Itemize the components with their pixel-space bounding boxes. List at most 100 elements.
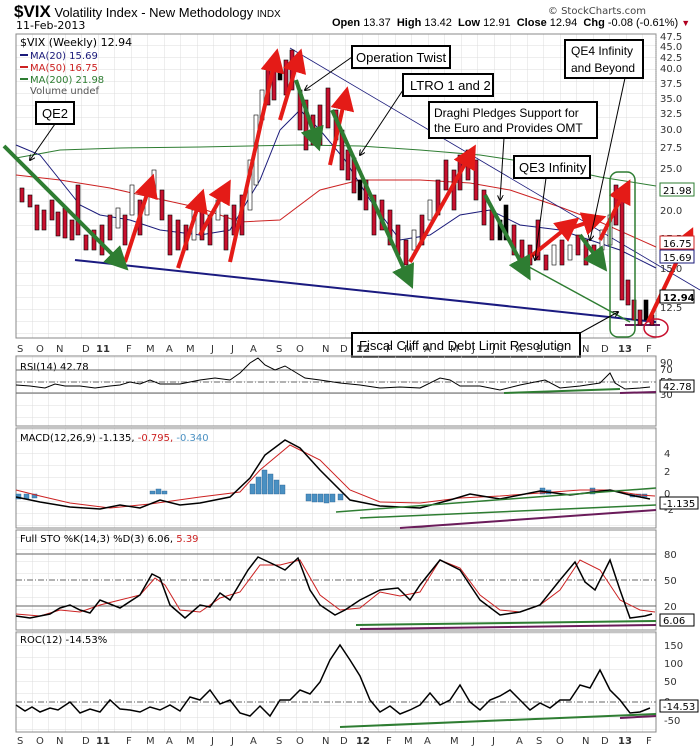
svg-text:A: A (166, 344, 173, 355)
svg-text:M: M (404, 344, 413, 355)
svg-text:QE2: QE2 (42, 106, 68, 121)
rsi-panel: RSI(14) 42.78 90 70 50 30 42.78 (15, 355, 695, 427)
svg-text:O: O (36, 736, 44, 747)
tag-close: 12.94 (663, 293, 695, 304)
chg-value: -0.08 (-0.61%) (607, 17, 679, 29)
annotation-qe3: QE3 Infinity (513, 155, 591, 260)
tag-ma20: 15.69 (663, 253, 692, 264)
macd-title: MACD(12,26,9) -1.135, -0.795, -0.340 (20, 433, 209, 444)
svg-text:M: M (404, 736, 413, 747)
low-label: Low (458, 17, 481, 29)
svg-text:Draghi Pledges Support for: Draghi Pledges Support for (434, 106, 579, 120)
svg-text:0: 0 (664, 489, 670, 500)
svg-text:M: M (186, 736, 195, 747)
svg-text:O: O (296, 736, 304, 747)
svg-text:D: D (340, 736, 348, 747)
annotation-draghi: Draghi Pledges Support for the Euro and … (428, 101, 598, 200)
svg-text:S: S (276, 344, 282, 355)
svg-text:40.0: 40.0 (660, 64, 682, 75)
svg-text:J: J (491, 736, 495, 747)
svg-text:A: A (516, 736, 523, 747)
svg-text:2: 2 (664, 467, 670, 478)
legend-volume: Volume undef (30, 86, 100, 97)
decline-arrows (2, 79, 608, 289)
legend-price: $VIX (Weekly) 12.94 (20, 36, 132, 49)
svg-text:12: 12 (356, 736, 370, 747)
svg-text:A: A (424, 344, 431, 355)
svg-text:50: 50 (664, 677, 677, 688)
svg-text:30.0: 30.0 (660, 125, 682, 136)
resistance-trendline (289, 47, 700, 291)
legend-ma50: MA(50) 16.75 (30, 63, 98, 74)
svg-text:Operation Twist: Operation Twist (356, 50, 446, 65)
roc-value-tag: -14.53 (663, 702, 695, 713)
svg-text:N: N (322, 344, 329, 355)
rsi-title: RSI(14) 42.78 (20, 362, 89, 373)
sto-value-tag: 6.06 (663, 616, 685, 627)
svg-text:N: N (56, 736, 63, 747)
svg-text:11: 11 (96, 736, 110, 747)
svg-text:M: M (146, 736, 155, 747)
price-axis: 47.5 45.0 42.5 40.0 37.5 35.0 32.5 30.0 … (660, 32, 682, 314)
svg-text:M: M (450, 736, 459, 747)
svg-text:O: O (556, 736, 564, 747)
svg-text:and Beyond: and Beyond (571, 61, 635, 75)
svg-text:A: A (250, 736, 257, 747)
svg-text:J: J (230, 344, 234, 355)
tag-ma50: 16.75 (663, 239, 692, 250)
svg-text:90: 90 (660, 358, 673, 369)
svg-text:47.5: 47.5 (660, 32, 682, 43)
svg-text:45.0: 45.0 (660, 42, 682, 53)
svg-text:D: D (340, 344, 348, 355)
svg-text:the Euro and Provides OMT: the Euro and Provides OMT (434, 121, 583, 135)
svg-text:A: A (166, 736, 173, 747)
low-value: 12.91 (483, 17, 511, 29)
svg-text:N: N (322, 736, 329, 747)
svg-text:27.5: 27.5 (660, 143, 682, 154)
svg-text:50: 50 (664, 576, 677, 587)
svg-text:37.5: 37.5 (660, 79, 682, 90)
svg-text:Fiscal Cliff and Debt Limit Re: Fiscal Cliff and Debt Limit Resolution (359, 338, 571, 353)
svg-text:F: F (386, 736, 392, 747)
svg-text:100: 100 (664, 659, 683, 670)
svg-text:N: N (582, 736, 589, 747)
legend-ma200: MA(200) 21.98 (30, 75, 104, 86)
svg-text:12: 12 (356, 344, 370, 355)
svg-text:J: J (210, 344, 214, 355)
svg-text:D: D (601, 344, 609, 355)
roc-title: ROC(12) -14.53% (20, 635, 107, 646)
svg-text:O: O (556, 344, 564, 355)
svg-text:J: J (471, 344, 475, 355)
svg-text:32.5: 32.5 (660, 109, 682, 120)
svg-text:D: D (82, 736, 90, 747)
open-value: 13.37 (363, 17, 391, 29)
svg-text:30: 30 (660, 390, 673, 401)
price-panel: $VIX (Weekly) 12.94 MA(20) 15.69 MA(50) … (2, 32, 700, 358)
svg-text:N: N (56, 344, 63, 355)
svg-text:-2: -2 (664, 505, 674, 516)
svg-text:-50: -50 (664, 716, 680, 727)
svg-text:80: 80 (664, 550, 677, 561)
exchange: INDX (256, 9, 281, 20)
svg-text:A: A (516, 344, 523, 355)
svg-text:M: M (146, 344, 155, 355)
svg-text:N: N (582, 344, 589, 355)
price-value-tags: 21.98 16.75 15.69 12.94 (659, 182, 695, 304)
svg-text:F: F (126, 736, 132, 747)
roc-panel: ROC(12) -14.53% 150 100 50 0 -50 -14.53 (15, 631, 699, 733)
annotation-fiscal-cliff: Fiscal Cliff and Debt Limit Resolution (351, 312, 618, 358)
macd-panel: MACD(12,26,9) -1.135, -0.795, -0.340 4 2… (15, 427, 699, 529)
price-legend: $VIX (Weekly) 12.94 MA(20) 15.69 MA(50) … (20, 36, 132, 97)
svg-text:S: S (276, 736, 282, 747)
svg-text:LTRO 1 and 2: LTRO 1 and 2 (410, 78, 491, 93)
high-label: High (396, 17, 422, 29)
svg-text:20: 20 (664, 602, 677, 613)
svg-text:15.0: 15.0 (660, 264, 682, 275)
chg-label: Chg (583, 17, 605, 29)
copyright: © StockCharts.com (547, 6, 646, 17)
support-trendline (74, 259, 657, 323)
svg-text:D: D (601, 736, 609, 747)
highlight-circle (643, 318, 669, 338)
